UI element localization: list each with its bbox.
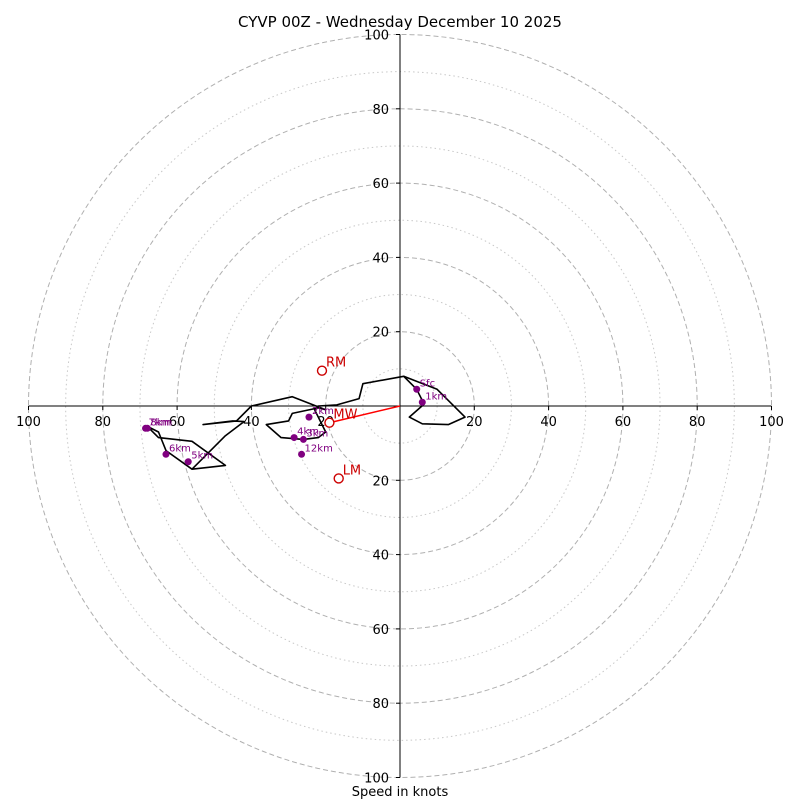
height-point-1km bbox=[418, 398, 426, 406]
height-label-12km: 12km bbox=[305, 443, 333, 454]
tick-label-top-80: 80 bbox=[372, 103, 389, 118]
shear-vector-line bbox=[329, 405, 401, 424]
height-label-8km: 8km bbox=[150, 417, 172, 428]
height-point-sfc bbox=[413, 385, 421, 393]
hodograph-trace bbox=[146, 375, 466, 471]
height-label-1km: 1km bbox=[425, 391, 447, 402]
tick-label-left-100: 100 bbox=[16, 415, 41, 430]
height-point-8km bbox=[143, 424, 151, 432]
tick-label-right-60: 60 bbox=[615, 415, 632, 430]
height-point-3km bbox=[299, 435, 307, 443]
height-label-7km: 7km bbox=[149, 417, 171, 428]
height-point-6km bbox=[162, 450, 170, 458]
height-label-5km: 5km bbox=[191, 451, 213, 462]
height-point-4km bbox=[290, 434, 298, 442]
tick-label-bottom-100: 100 bbox=[364, 772, 389, 787]
tick-label-right-20: 20 bbox=[466, 415, 483, 430]
tick-label-left-60: 60 bbox=[169, 415, 186, 430]
tick-label-bottom-60: 60 bbox=[372, 623, 389, 638]
height-point-2km bbox=[305, 413, 313, 421]
height-point-12km bbox=[298, 450, 306, 458]
tick-label-top-40: 40 bbox=[372, 251, 389, 266]
storm-motion-label-rm: RM bbox=[326, 356, 346, 371]
height-label-4km: 4km bbox=[297, 427, 319, 438]
tick-label-right-100: 100 bbox=[759, 415, 784, 430]
tick-label-left-80: 80 bbox=[95, 415, 112, 430]
tick-label-right-40: 40 bbox=[540, 415, 557, 430]
height-label-2km: 2km bbox=[312, 406, 334, 417]
chart-title: CYVP 00Z - Wednesday December 10 2025 bbox=[238, 13, 562, 31]
tick-label-bottom-80: 80 bbox=[372, 697, 389, 712]
storm-motion-rm bbox=[316, 365, 328, 376]
x-axis-label: Speed in knots bbox=[352, 785, 449, 800]
storm-motion-label-lm: LM bbox=[343, 463, 361, 478]
height-point-5km bbox=[184, 458, 192, 466]
tick-labels: 1008060402020406080100204060801002040608… bbox=[16, 29, 784, 787]
tick-label-bottom-40: 40 bbox=[372, 549, 389, 564]
tick-label-top-60: 60 bbox=[372, 177, 389, 192]
storm-motion-lm bbox=[333, 473, 344, 484]
tick-label-bottom-20: 20 bbox=[372, 474, 389, 489]
tick-label-top-20: 20 bbox=[372, 326, 389, 341]
tick-label-left-40: 40 bbox=[243, 415, 260, 430]
hodograph-line bbox=[146, 375, 466, 471]
height-label-6km: 6km bbox=[169, 443, 191, 454]
height-label-sfc: Sfc bbox=[420, 378, 435, 389]
storm-motion-label-mw: MW bbox=[333, 408, 357, 423]
storm-motion-mw bbox=[324, 417, 335, 428]
tick-label-right-80: 80 bbox=[689, 415, 706, 430]
storm-motion-markers: RM MW LM bbox=[316, 356, 361, 484]
height-label-3km: 3km bbox=[306, 428, 328, 439]
tick-label-top-100: 100 bbox=[364, 29, 389, 44]
